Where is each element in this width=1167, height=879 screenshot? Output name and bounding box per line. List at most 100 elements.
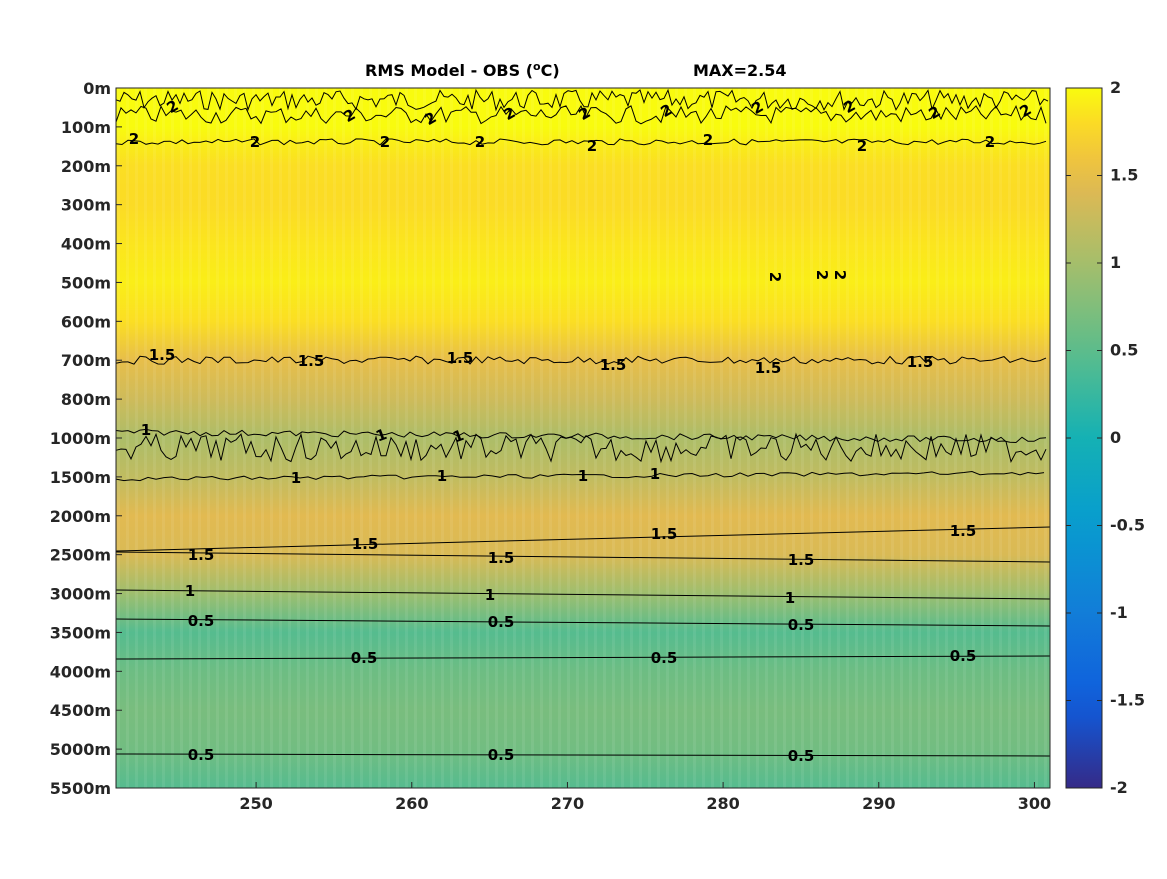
contour-label: 0.5 bbox=[488, 746, 515, 764]
y-tick-label: 600m bbox=[61, 312, 111, 331]
contour-label: 2 bbox=[587, 137, 597, 155]
y-tick-label: 1500m bbox=[50, 468, 111, 487]
contour-label: 0.5 bbox=[788, 616, 815, 634]
colorbar-gradient-bar bbox=[1065, 87, 1103, 789]
y-tick-label: 700m bbox=[61, 351, 111, 370]
colorbar-tick-label: 1.5 bbox=[1110, 166, 1138, 185]
contour-label: 2 bbox=[250, 133, 260, 151]
y-tick-label: 3500m bbox=[50, 623, 111, 642]
contour-label: 2 bbox=[985, 133, 995, 151]
contour-label: 1.5 bbox=[950, 522, 977, 540]
y-tick-label: 3000m bbox=[50, 585, 111, 604]
colorbar-tick-label: 2 bbox=[1110, 78, 1121, 97]
contour-label: 0.5 bbox=[188, 746, 215, 764]
chart-title: RMS Model - OBS (oC) bbox=[365, 60, 560, 80]
contour-line bbox=[115, 753, 1051, 757]
contour-line bbox=[115, 138, 1047, 146]
contour-label: 1 bbox=[291, 469, 301, 487]
contour-line bbox=[115, 526, 1051, 552]
colorbar-tick-label: -2 bbox=[1110, 778, 1128, 797]
x-tick-label: 270 bbox=[551, 794, 584, 813]
contour-label: 2 bbox=[831, 270, 849, 280]
contour-label: 1 bbox=[485, 586, 495, 604]
contour-label: 1.5 bbox=[352, 535, 379, 553]
contour-label: 1.5 bbox=[447, 349, 474, 367]
contour-lines bbox=[115, 88, 1051, 757]
contour-label: 0.5 bbox=[788, 747, 815, 765]
contour-label: 1.5 bbox=[149, 346, 176, 364]
contour-label: 0.5 bbox=[488, 613, 515, 631]
contour-label: 2 bbox=[813, 270, 831, 280]
contour-label: 1.5 bbox=[488, 549, 515, 567]
y-tick-label: 4500m bbox=[50, 701, 111, 720]
contour-label: 1 bbox=[185, 582, 195, 600]
y-tick-label: 200m bbox=[61, 157, 111, 176]
y-tick-label: 5500m bbox=[50, 779, 111, 798]
y-tick-label: 2000m bbox=[50, 507, 111, 526]
y-tick-label: 100m bbox=[61, 118, 111, 137]
y-tick-label: 5000m bbox=[50, 740, 111, 759]
x-tick-label: 300 bbox=[1018, 794, 1051, 813]
colorbar: 2 1.5 1 0.5 0 -0.5 -1 -1.5 -2 bbox=[1065, 78, 1145, 797]
contour-line bbox=[115, 589, 1051, 600]
colorbar-tick-label: -0.5 bbox=[1110, 516, 1145, 535]
contour-label: 1.5 bbox=[755, 359, 782, 377]
colorbar-tick-label: 0 bbox=[1110, 428, 1121, 447]
x-tick-label: 290 bbox=[862, 794, 895, 813]
heatmap-texture bbox=[116, 88, 1050, 788]
contour-line bbox=[115, 88, 1049, 112]
contour-line bbox=[115, 432, 1047, 464]
contour-label: 1.5 bbox=[298, 352, 325, 370]
x-tick-label: 280 bbox=[706, 794, 739, 813]
contour-label: 1.5 bbox=[907, 353, 934, 371]
colorbar-tick-label: 1 bbox=[1110, 253, 1121, 272]
contour-label: 2 bbox=[380, 133, 390, 151]
max-annotation: MAX=2.54 bbox=[693, 61, 787, 80]
contour-label: 0.5 bbox=[950, 647, 977, 665]
x-axis: 250 260 270 280 290 300 bbox=[239, 782, 1051, 813]
colorbar-tick-label: -1.5 bbox=[1110, 691, 1145, 710]
chart-title-unit: C) bbox=[541, 61, 560, 80]
plot-area: 2 2 2 2 2 2 2 22 2 2 2 2 2 2 2 2 22 2 21.5 1.5 1.5 1.5 1.5 1.51… bbox=[115, 87, 1051, 789]
x-tick-label: 250 bbox=[239, 794, 272, 813]
contour-line bbox=[115, 104, 1047, 125]
y-tick-label: 500m bbox=[61, 273, 111, 292]
y-tick-label: 4000m bbox=[50, 662, 111, 681]
contour-label: 2 bbox=[475, 133, 485, 151]
chart-title-super: o bbox=[533, 60, 541, 73]
contour-label: 2 bbox=[703, 131, 713, 149]
y-axis: 0m 100m 200m 300m 400m 500m 600m 700m 800m 1000m 1… bbox=[50, 79, 122, 798]
contour-label: 1 bbox=[141, 421, 151, 439]
y-tick-label: 800m bbox=[61, 390, 111, 409]
contour-label: 1 bbox=[578, 467, 588, 485]
contour-label: 0.5 bbox=[188, 612, 215, 630]
contour-label: 1.5 bbox=[651, 525, 678, 543]
x-tick-label: 260 bbox=[395, 794, 428, 813]
y-tick-label: 0m bbox=[83, 79, 111, 98]
y-tick-label: 1000m bbox=[50, 429, 111, 448]
y-tick-label: 400m bbox=[61, 235, 111, 254]
y-tick-label: 2500m bbox=[50, 546, 111, 565]
chart-title-main: RMS Model - OBS ( bbox=[365, 61, 533, 80]
contour-line bbox=[115, 655, 1051, 660]
contour-label: 1 bbox=[437, 467, 447, 485]
contour-line bbox=[115, 551, 1051, 563]
contour-labels: 2 2 2 2 2 2 2 22 2 2 2 2 2 2 2 2 22 2 21.5 1.5 1.5 1.5 1.5 1.51… bbox=[129, 96, 1035, 765]
contour-label: 0.5 bbox=[351, 649, 378, 667]
contour-label: 1.5 bbox=[600, 356, 627, 374]
contour-label: 2 bbox=[129, 130, 139, 148]
contour-label: 1 bbox=[785, 589, 795, 607]
colorbar-tick-label: 0.5 bbox=[1110, 341, 1138, 360]
contour-label: 1.5 bbox=[188, 546, 215, 564]
contour-label: 2 bbox=[857, 137, 867, 155]
contour-line bbox=[115, 618, 1051, 627]
contour-label: 0.5 bbox=[651, 649, 678, 667]
contour-line bbox=[115, 428, 1047, 444]
y-tick-label: 300m bbox=[61, 196, 111, 215]
contour-line bbox=[115, 355, 1047, 365]
colorbar-ticks: 2 1.5 1 0.5 0 -0.5 -1 -1.5 -2 bbox=[1066, 78, 1145, 797]
contour-label: 2 bbox=[766, 272, 784, 282]
contour-line bbox=[115, 470, 1045, 482]
contour-label: 1 bbox=[650, 465, 660, 483]
